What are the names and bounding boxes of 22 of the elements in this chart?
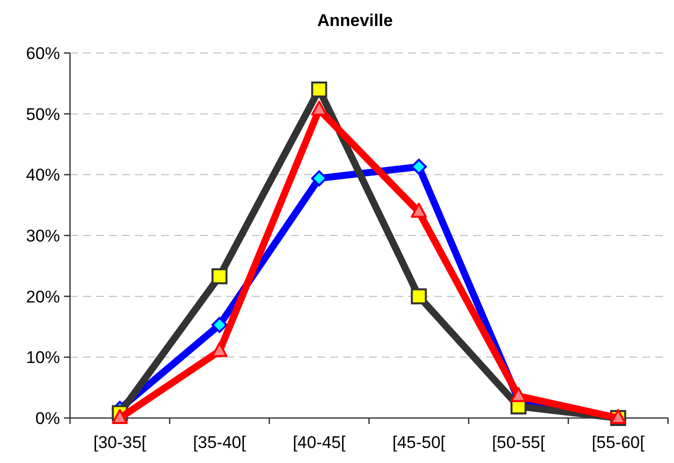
chart-title: Anneville	[317, 11, 393, 30]
point	[212, 316, 228, 333]
point	[410, 288, 427, 304]
point	[112, 409, 128, 424]
y-tick-label: 10%	[26, 348, 60, 368]
point	[410, 202, 427, 218]
x-tick-label: [30-35[	[93, 433, 147, 452]
y-tick-label: 30%	[26, 226, 60, 246]
y-tick-label: 40%	[26, 166, 60, 185]
point	[311, 82, 328, 98]
x-tick-label: [55-60[	[592, 433, 645, 452]
x-tick-label: [35-40[	[193, 433, 246, 452]
y-tick-label: 60%	[26, 44, 60, 63]
x-tick-label: [45-50[	[392, 433, 446, 452]
point	[510, 387, 526, 402]
x-tick-label: [50-55[	[492, 433, 546, 452]
y-tick-label: 50%	[26, 104, 60, 124]
x-tick-label: [40-45[	[292, 433, 346, 452]
y-tick-label: 0%	[35, 408, 60, 428]
point	[311, 100, 328, 116]
point	[212, 268, 228, 284]
y-tick-label: 20%	[26, 287, 60, 306]
